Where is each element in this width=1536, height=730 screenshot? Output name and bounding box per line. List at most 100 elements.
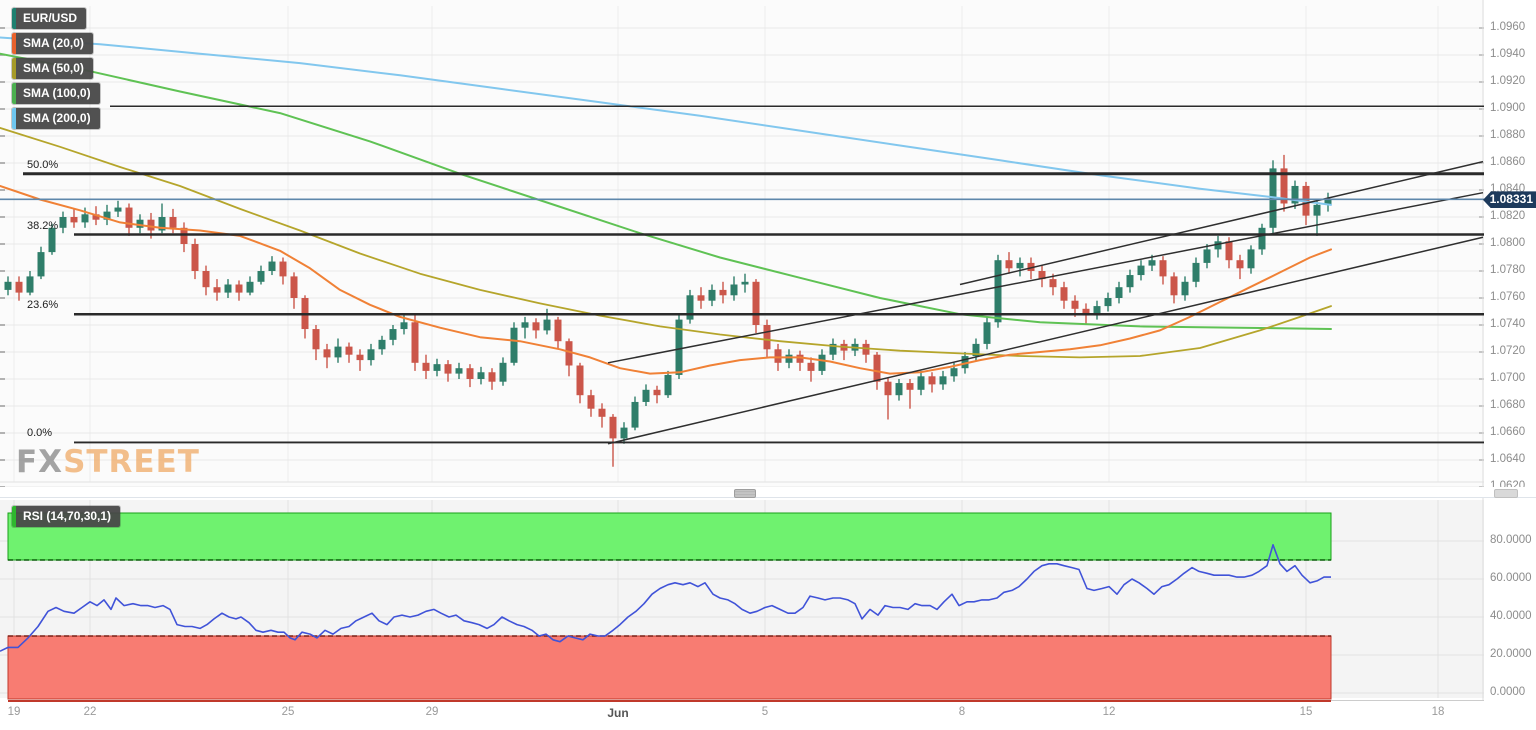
legend-item-sma-50-0-[interactable]: SMA (50,0) bbox=[12, 58, 93, 79]
candle-body bbox=[279, 261, 287, 277]
price-grid-horizontal bbox=[0, 27, 1484, 488]
candle-body bbox=[81, 214, 89, 223]
price-chart-panel[interactable]: EUR/USD SMA (20,0) SMA (50,0) SMA (100,0) SM… bbox=[0, 0, 1484, 496]
candle-body bbox=[411, 322, 419, 363]
candle-body bbox=[961, 356, 969, 369]
candle-body bbox=[257, 271, 265, 282]
candle-body bbox=[1324, 199, 1332, 205]
candle-body bbox=[895, 383, 903, 396]
candle-body bbox=[312, 329, 320, 350]
date-axis[interactable]: 19 22 25 29 Jun 5 8 12 15 18 bbox=[0, 700, 1536, 730]
candle-body bbox=[356, 354, 364, 361]
price-axis-label: 1.0660 bbox=[1490, 426, 1526, 438]
candle-body bbox=[1170, 276, 1178, 296]
candle-body bbox=[664, 374, 672, 396]
candle-body bbox=[532, 322, 540, 331]
candle-body bbox=[103, 211, 111, 220]
legend-item-sma-100-0-[interactable]: SMA (100,0) bbox=[12, 83, 100, 104]
price-axis-label: 1.0960 bbox=[1490, 21, 1526, 33]
candle-body bbox=[1005, 260, 1013, 269]
candle-body bbox=[499, 362, 507, 382]
date-label-jun: Jun bbox=[607, 706, 629, 720]
rsi-axis-label: 80.0000 bbox=[1490, 534, 1532, 546]
candle-body bbox=[114, 207, 122, 212]
sma-line-2000 bbox=[0, 36, 1332, 206]
right-axis-column[interactable]: 1.0960 1.0940 1.0920 1.0900 1.0880 1.0860 1.08… bbox=[1484, 0, 1536, 730]
candle-body bbox=[917, 376, 925, 390]
watermark-street: STREET bbox=[63, 444, 200, 480]
candle-body bbox=[59, 217, 67, 228]
legend-item-sma-200-0-[interactable]: SMA (200,0) bbox=[12, 108, 100, 129]
legend-item-sma-20-0-[interactable]: SMA (20,0) bbox=[12, 33, 93, 54]
candle-body bbox=[807, 362, 815, 371]
candle-body bbox=[92, 214, 100, 220]
price-axis-label: 1.0780 bbox=[1490, 264, 1526, 276]
candle-body bbox=[1280, 168, 1288, 204]
candle-body bbox=[1038, 271, 1046, 280]
candle-body bbox=[796, 354, 804, 363]
price-axis-label: 1.0860 bbox=[1490, 156, 1526, 168]
candle-body bbox=[136, 219, 144, 228]
rsi-legend: RSI (14,70,30,1) bbox=[12, 506, 121, 531]
rsi-indicator-panel[interactable]: RSI (14,70,30,1) bbox=[0, 498, 1484, 700]
candle-body bbox=[620, 427, 628, 439]
rsi-canvas bbox=[0, 498, 1484, 700]
divider-right-handle[interactable] bbox=[1494, 489, 1518, 498]
date-label-25: 25 bbox=[281, 706, 295, 718]
date-label-12: 12 bbox=[1102, 706, 1116, 718]
candle-body bbox=[1181, 281, 1189, 296]
candle-body bbox=[1236, 260, 1244, 269]
rsi-axis-label: 60.0000 bbox=[1490, 572, 1532, 584]
rsi-legend-badge[interactable]: RSI (14,70,30,1) bbox=[12, 506, 121, 527]
price-axis-label: 1.0760 bbox=[1490, 291, 1526, 303]
candle-body bbox=[15, 281, 23, 293]
price-plot-bg bbox=[0, 0, 1484, 496]
candle-body bbox=[400, 322, 408, 330]
candle-body bbox=[433, 364, 441, 371]
candle-body bbox=[653, 389, 661, 396]
panel-divider bbox=[0, 487, 1536, 498]
fib-label-50.0: 50.0% bbox=[27, 158, 59, 171]
candle-body bbox=[1137, 265, 1145, 276]
candle-body bbox=[510, 327, 518, 363]
candle-body bbox=[873, 354, 881, 382]
rsi-overbought-zone bbox=[7, 512, 1332, 561]
candle-body bbox=[1203, 249, 1211, 263]
fib-label-0.0: 0.0% bbox=[27, 427, 53, 440]
candle-body bbox=[1115, 287, 1123, 298]
price-axis-label: 1.0720 bbox=[1490, 345, 1526, 357]
price-axis-label: 1.0920 bbox=[1490, 75, 1526, 87]
rsi-axis-label: 20.0000 bbox=[1490, 648, 1532, 660]
candle-body bbox=[37, 252, 45, 277]
fib-label-38.2: 38.2% bbox=[27, 219, 59, 232]
last-price-badge: 1.08331 bbox=[1483, 191, 1536, 209]
candle-body bbox=[972, 343, 980, 357]
rsi-oversold-zone bbox=[7, 635, 1332, 700]
candle-body bbox=[686, 295, 694, 320]
candle-body bbox=[422, 362, 430, 371]
date-label-5: 5 bbox=[761, 706, 769, 718]
legend-item-eur-usd[interactable]: EUR/USD bbox=[12, 8, 87, 29]
candle-body bbox=[444, 364, 452, 374]
candle-body bbox=[169, 217, 177, 228]
candle-body bbox=[1060, 287, 1068, 301]
candle-body bbox=[565, 341, 573, 366]
divider-drag-handle[interactable] bbox=[734, 489, 756, 498]
candle-body bbox=[1225, 241, 1233, 261]
sma-line-200 bbox=[0, 185, 1332, 375]
date-label-8: 8 bbox=[958, 706, 966, 718]
candle-body bbox=[741, 281, 749, 285]
rsi-axis-label: 40.0000 bbox=[1490, 610, 1532, 622]
price-axis-label: 1.0880 bbox=[1490, 129, 1526, 141]
candle-body bbox=[125, 207, 133, 228]
candle-body bbox=[884, 381, 892, 396]
trendlines-group bbox=[607, 160, 1484, 445]
candle-body bbox=[1291, 185, 1299, 204]
price-axis-label: 1.0940 bbox=[1490, 48, 1526, 60]
candles-group bbox=[4, 154, 1332, 467]
candle-body bbox=[598, 408, 606, 417]
watermark-fx: FX bbox=[16, 444, 64, 480]
sma-line-500 bbox=[0, 127, 1332, 359]
candle-body bbox=[708, 289, 716, 301]
rsi-axis-label: 0.0000 bbox=[1490, 686, 1526, 698]
